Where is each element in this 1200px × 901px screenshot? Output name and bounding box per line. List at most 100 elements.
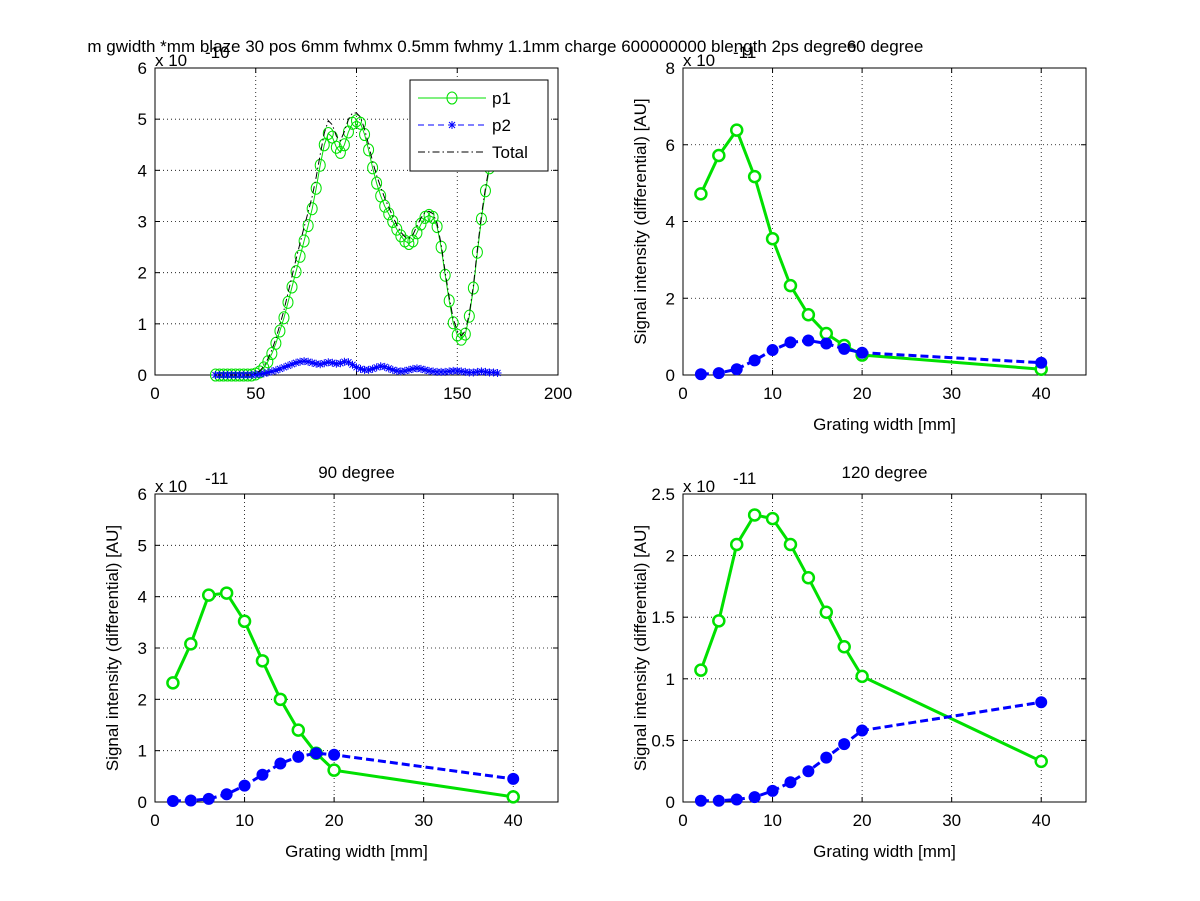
series-line-Total <box>215 112 499 376</box>
series-p2 <box>694 334 1048 381</box>
y-tick-label: 0 <box>138 366 147 385</box>
y-tick-label: 0 <box>138 793 147 812</box>
x-tick-label: 150 <box>443 384 471 403</box>
data-point-p2 <box>239 371 248 379</box>
x-tick-label: 40 <box>1032 811 1051 830</box>
y-tick-label: 2.5 <box>651 485 675 504</box>
data-point-p2 <box>473 367 482 376</box>
data-point-p2 <box>694 368 707 381</box>
data-point-p1 <box>783 537 798 552</box>
data-point-p2 <box>694 794 707 807</box>
data-point-p1 <box>747 169 762 184</box>
data-point-p1 <box>819 605 834 620</box>
data-point-p2 <box>328 358 337 367</box>
data-point-p1 <box>219 586 234 600</box>
data-point-p1 <box>729 537 744 552</box>
data-point-p1 <box>291 723 306 737</box>
y-axis-label: Signal intensity (differential) [AU] <box>631 98 650 344</box>
data-point-p2 <box>408 364 417 373</box>
y-tick-label: 1 <box>138 315 147 334</box>
x-tick-label: 50 <box>246 384 265 403</box>
data-point-p1 <box>371 176 383 190</box>
legend: p1 p2 Total <box>409 79 549 172</box>
data-point-p1 <box>712 614 726 628</box>
data-point-p2 <box>304 357 313 366</box>
data-point-p2 <box>332 359 341 368</box>
data-point-p2 <box>820 751 833 764</box>
data-point-p1 <box>435 240 447 254</box>
x-tick-label: 0 <box>678 384 687 403</box>
data-point-p2 <box>364 365 373 374</box>
data-point-p2 <box>288 360 297 369</box>
data-point-p2 <box>308 358 317 367</box>
data-point-p2 <box>730 793 743 806</box>
data-point-p1 <box>1034 754 1048 769</box>
data-point-p2 <box>372 363 381 372</box>
data-point-p2 <box>296 357 305 366</box>
x-axis-label: Grating width [mm] <box>813 415 956 434</box>
data-point-p1 <box>273 692 288 707</box>
data-point-p2 <box>324 358 333 367</box>
y-axis-label: Signal intensity (differential) [AU] <box>631 525 650 771</box>
data-point-p2 <box>166 794 179 807</box>
data-point-p2 <box>223 371 232 379</box>
y-tick-label: 1.5 <box>651 608 675 627</box>
data-point-p2 <box>433 367 442 376</box>
data-point-p1 <box>467 281 479 295</box>
data-point-p1 <box>310 181 322 195</box>
data-point-p2 <box>784 336 797 349</box>
data-point-p2 <box>1035 696 1048 709</box>
panel-title: 120 degree <box>841 463 927 482</box>
data-point-p2 <box>259 369 268 378</box>
y-tick-label: 2 <box>666 289 675 308</box>
data-point-p2 <box>712 794 725 807</box>
data-point-p2 <box>748 354 761 367</box>
data-point-p1 <box>334 145 346 159</box>
legend-marker-p1 <box>446 91 458 105</box>
data-point-p2 <box>238 779 251 792</box>
data-point-p2 <box>292 750 305 763</box>
x-axis-label: Grating width [mm] <box>285 842 428 861</box>
data-point-p1 <box>262 355 274 369</box>
data-point-p2 <box>279 363 288 372</box>
x-tick-label: 10 <box>763 384 782 403</box>
y-tick-label: 6 <box>666 136 675 155</box>
data-point-p2 <box>477 367 486 376</box>
data-point-p2 <box>437 367 446 376</box>
chart-panel-1: 0 10 20 30 40 0 2 4 6 8 x 10 -11 Grating width [mm] S… <box>631 43 1087 434</box>
data-point-p2 <box>802 765 815 778</box>
data-point-p2 <box>489 368 498 377</box>
data-point-p2 <box>336 359 345 368</box>
data-point-p2 <box>368 364 377 373</box>
data-point-p2 <box>267 367 276 376</box>
data-point-p1 <box>712 148 726 163</box>
data-point-p2 <box>425 366 434 375</box>
data-point-p2 <box>493 368 502 377</box>
data-point-p1 <box>318 138 330 152</box>
data-point-p1 <box>431 220 443 234</box>
data-point-p2 <box>712 367 725 380</box>
y-tick-label: 5 <box>138 110 147 129</box>
data-point-p2 <box>220 788 233 801</box>
data-point-p2 <box>235 371 244 379</box>
data-point-p1 <box>306 202 318 216</box>
chart-panel-0: 0 50 100 150 200 0 1 2 3 4 5 6 x 10 -10 p1 p2 Total <box>138 43 573 403</box>
chart-panel-3: 0 10 20 30 40 0 0.5 1 1.5 2 2.5 x 10 -11 120 degree Gr… <box>631 463 1087 861</box>
y-tick-label: 0 <box>666 366 675 385</box>
data-point-p2 <box>352 363 361 372</box>
data-point-p1 <box>201 588 216 602</box>
data-point-p1 <box>327 763 341 777</box>
figure-suptitle: m gwidth *mm blaze 30 pos 6mm fwhmx 0.5m… <box>87 37 856 56</box>
data-point-p1 <box>255 654 270 668</box>
x-tick-label: 0 <box>150 384 159 403</box>
data-point-p1 <box>855 669 869 684</box>
data-point-p1 <box>391 222 403 236</box>
x-tick-label: 30 <box>942 811 961 830</box>
data-point-p1 <box>282 295 294 309</box>
y-tick-label: 8 <box>666 59 675 78</box>
y-exponent-power: -11 <box>733 43 756 62</box>
series-p2 <box>166 747 520 807</box>
data-point-p2 <box>292 358 301 367</box>
